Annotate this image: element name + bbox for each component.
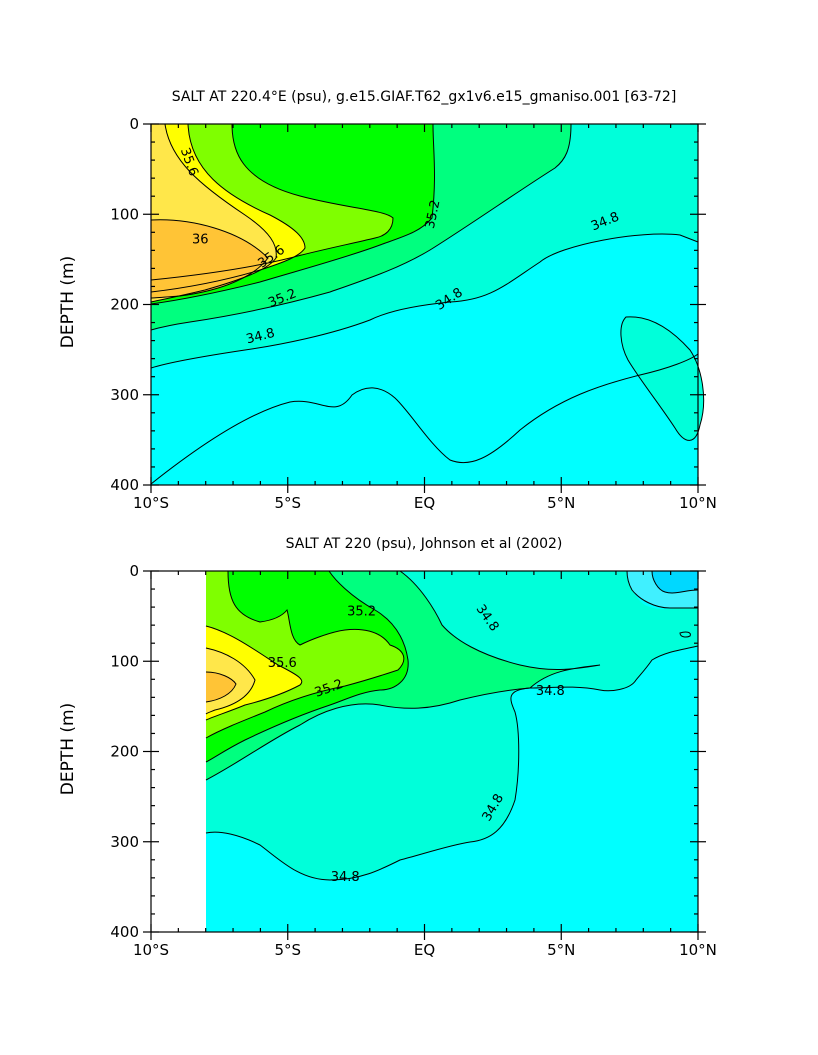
bottom-region-36.0 — [206, 672, 236, 702]
bottom-contour-small-loop — [679, 631, 691, 638]
top-contour-34.8-c — [620, 316, 705, 441]
top-x-tick-label: 10°S — [133, 494, 169, 512]
bottom-x-tick-label: EQ — [414, 941, 435, 959]
bottom-filled-contours — [206, 571, 698, 932]
bottom-x-tick-label: 10°S — [133, 941, 169, 959]
bottom-contour-label: 34.8 — [536, 684, 565, 699]
bottom-contour-label-text: 35.2 — [347, 605, 376, 620]
bottom-contour-34.8-b — [205, 645, 699, 881]
bottom-contour-lines — [205, 570, 699, 881]
bottom-contour-34.6 — [651, 570, 699, 594]
bottom-y-tick-label: 200 — [110, 743, 139, 761]
bottom-axes: 10°S 5°S EQ 5°N 10°N 0 100 200 300 400 — [110, 562, 717, 959]
top-y-tick-label: 400 — [110, 476, 139, 494]
bottom-y-tick-label: 400 — [110, 923, 139, 941]
top-region-36.0 — [151, 219, 268, 298]
top-contour-lines — [150, 123, 705, 485]
bottom-contour-label-text: 34.8 — [331, 870, 360, 885]
bottom-y-tick-label: 0 — [129, 562, 139, 580]
bottom-region-34.4 — [652, 571, 698, 593]
top-y-tick-label: 300 — [110, 386, 139, 404]
top-contour-label: 34.8 — [245, 326, 277, 348]
top-contour-label-text: 35.2 — [423, 199, 444, 230]
top-contour-35.8 — [150, 123, 277, 303]
bottom-y-tick-label: 300 — [110, 833, 139, 851]
bottom-chart-title: SALT AT 220 (psu), Johnson et al (2002) — [286, 536, 563, 552]
bottom-x-tick-label: 5°S — [274, 941, 301, 959]
bottom-x-tick-label: 5°N — [547, 941, 575, 959]
top-x-tick-label: 10°N — [679, 494, 717, 512]
top-chart-title: SALT AT 220.4°E (psu), g.e15.GIAF.T62_gx… — [172, 89, 677, 105]
top-patch-east — [620, 316, 704, 441]
top-filled-contours — [151, 124, 704, 485]
bottom-contour-35.8 — [205, 647, 256, 715]
bottom-contour-35.2 — [205, 570, 409, 763]
bottom-y-tick-label: 100 — [110, 652, 139, 670]
bottom-x-tick-label: 10°N — [679, 941, 717, 959]
bottom-region-34.6 — [206, 571, 698, 932]
bottom-contour-label: 35.6 — [268, 656, 297, 671]
top-contour-label: 36 — [192, 233, 209, 248]
bottom-contour-label: 34.8 — [331, 870, 360, 885]
bottom-y-axis-label: DEPTH (m) — [58, 703, 78, 795]
top-y-tick-label: 0 — [129, 115, 139, 133]
top-x-tick-label: 5°N — [547, 494, 575, 512]
top-contour-35.2 — [150, 123, 436, 305]
bottom-region-34.5 — [627, 571, 698, 608]
bottom-contour-35.4 — [205, 570, 405, 739]
top-contour-35.0 — [150, 123, 572, 331]
top-contour-label-text: 34.8 — [245, 326, 277, 348]
top-y-tick-label: 200 — [110, 296, 139, 314]
top-x-tick-label: EQ — [414, 494, 435, 512]
bottom-contour-36.0 — [205, 671, 237, 703]
bottom-contour-34.8-a — [626, 570, 699, 609]
top-contour-label: 35.2 — [423, 199, 444, 230]
top-contour-35.6 — [150, 123, 306, 293]
bottom-panel: 35.235.635.234.834.834.834.8 10°S 5°S EQ 5°… — [58, 536, 717, 959]
bottom-contour-label-text: 35.6 — [268, 656, 297, 671]
top-axes: 10°S 5°S EQ 5°N 10°N 0 100 200 300 400 — [110, 115, 717, 512]
top-contour-34.8-a — [150, 233, 699, 369]
bottom-contour-35.6 — [205, 625, 303, 721]
top-y-axis-label: DEPTH (m) — [58, 256, 78, 348]
top-y-tick-label: 100 — [110, 205, 139, 223]
bottom-contour-label: 35.2 — [347, 605, 376, 620]
top-contour-label-text: 36 — [192, 233, 209, 248]
top-contour-34.8-b — [150, 353, 699, 485]
top-x-tick-label: 5°S — [274, 494, 301, 512]
bottom-contour-label-text: 34.8 — [536, 684, 565, 699]
top-contour-35.4 — [150, 123, 394, 281]
